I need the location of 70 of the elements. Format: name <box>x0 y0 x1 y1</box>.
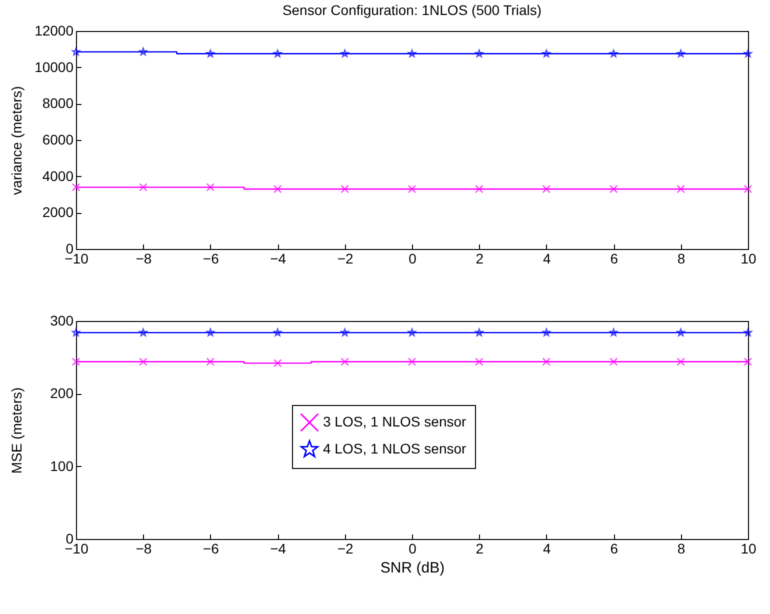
y-axis-title: variance (meters) <box>8 86 24 195</box>
x-tick-label: −4 <box>270 250 286 266</box>
point <box>542 184 551 194</box>
point <box>139 328 148 336</box>
point <box>676 358 685 366</box>
y-tick-label: 6000 <box>42 132 74 148</box>
x-tick-label: 4 <box>543 540 551 556</box>
x-tick-label: 2 <box>476 540 484 556</box>
y-tick-label: 100 <box>50 458 74 474</box>
x-tick-label: −6 <box>202 540 220 556</box>
y-tick-label: 10000 <box>34 58 74 75</box>
y-axis-title: MSE (meters) <box>8 387 24 474</box>
y-tick-label: 300 <box>50 312 74 328</box>
point <box>72 48 80 56</box>
chart-title: Sensor Configuration: 1NLOS (500 Trials) <box>282 2 542 18</box>
point <box>676 328 685 336</box>
x-tick-label: 8 <box>677 250 686 266</box>
point <box>206 183 215 192</box>
y-tick-label: 4000 <box>42 168 74 184</box>
point <box>273 358 282 368</box>
point <box>609 358 618 366</box>
point <box>744 328 752 336</box>
point <box>206 328 214 336</box>
point <box>609 184 618 194</box>
x-tick-label: 0 <box>408 540 417 556</box>
x-tick-label: 6 <box>610 540 618 556</box>
x-tick-label: 10 <box>740 540 756 556</box>
x-tick-label: 8 <box>677 540 686 556</box>
point <box>542 358 551 366</box>
point <box>206 358 215 366</box>
x-tick-label: −6 <box>202 250 220 266</box>
x-tick-label: −2 <box>337 540 354 556</box>
point <box>139 358 148 366</box>
point <box>274 328 282 336</box>
point <box>744 184 752 194</box>
x-tick-label: 0 <box>408 250 417 266</box>
x-tick-label: 2 <box>476 250 484 266</box>
x-axis-title: SNR (dB) <box>380 560 445 576</box>
y-tick-label: 2000 <box>42 204 74 220</box>
x-tick-label: 10 <box>740 250 756 266</box>
point <box>72 328 80 336</box>
point <box>139 48 148 56</box>
point <box>408 184 416 194</box>
y-tick-label: 200 <box>50 385 74 402</box>
point <box>475 184 484 194</box>
x-tick-label: −8 <box>136 250 152 266</box>
x-tick-label: −4 <box>270 540 286 556</box>
x-tick-label: 6 <box>610 250 618 266</box>
point <box>475 358 484 366</box>
x-tick-label: −8 <box>136 540 152 556</box>
x-tick-label: 4 <box>543 250 551 266</box>
point <box>340 328 349 336</box>
point <box>139 183 148 192</box>
point <box>72 358 80 366</box>
point <box>475 328 484 336</box>
point <box>72 183 80 192</box>
legend-label: 3 LOS, 1 NLOS sensor <box>323 414 467 430</box>
point <box>610 328 618 336</box>
point <box>273 184 282 194</box>
point <box>408 328 416 336</box>
y-tick-label: 12000 <box>34 22 74 38</box>
point <box>408 358 416 366</box>
x-tick-label: −2 <box>337 250 354 266</box>
legend-label: 4 LOS, 1 NLOS sensor <box>323 440 467 456</box>
y-tick-label: 8000 <box>42 95 74 112</box>
point <box>676 184 685 194</box>
point <box>340 184 349 194</box>
point <box>542 328 550 336</box>
point <box>340 358 349 366</box>
point <box>744 358 752 366</box>
